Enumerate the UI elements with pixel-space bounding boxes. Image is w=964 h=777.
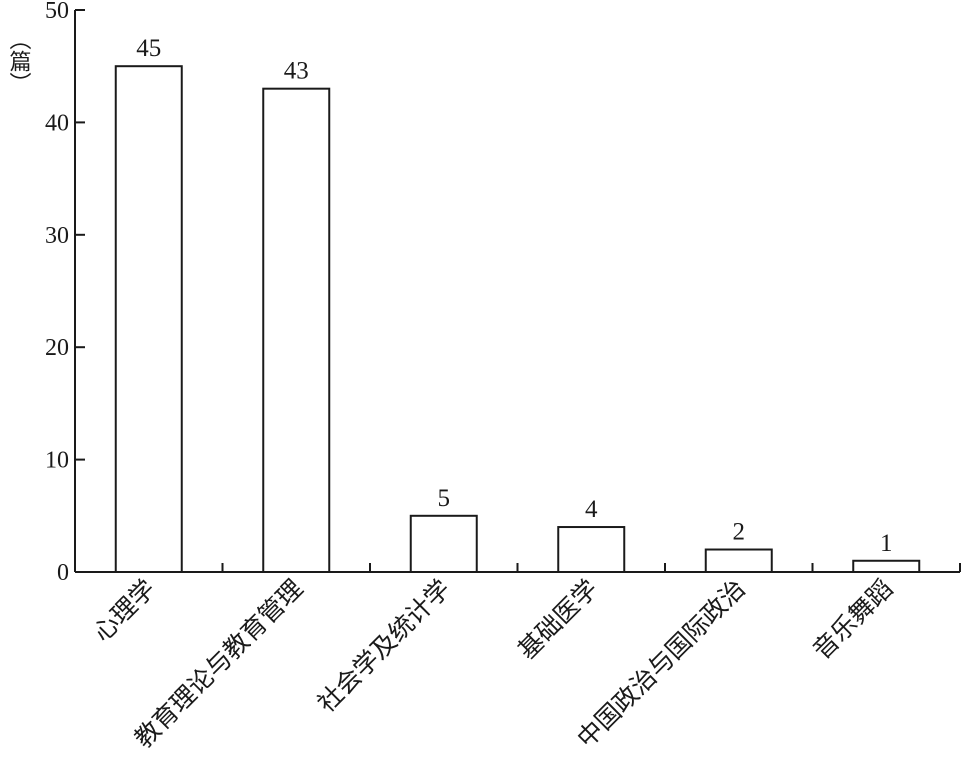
bar [114,65,183,573]
data-label: 5 [438,485,451,512]
y-tick-label: 30 [45,223,69,249]
bar [852,559,921,574]
y-tick-label: 50 [45,0,69,24]
bars [114,65,921,574]
category-label: 音乐舞蹈 [807,574,898,665]
data-label: 1 [880,530,893,557]
y-axis-unit-label: （篇） [6,28,32,94]
bar [409,514,478,573]
y-tick-label: 40 [45,110,69,136]
bar [262,87,331,574]
bar [704,548,773,574]
category-label: 教育理论与教育管理 [129,574,309,754]
y-tick-label: 0 [57,560,69,586]
data-label: 4 [585,496,598,523]
category-label: 基础医学 [512,574,603,665]
data-label: 2 [733,519,746,546]
category-label: 中国政治与国际政治 [571,574,751,754]
y-axis: 0 10 20 30 40 50 [45,0,85,586]
category-label: 心理学 [87,574,161,648]
x-axis [75,563,961,573]
data-labels: 45 43 5 4 2 1 [136,35,892,557]
category-label: 社会学及统计学 [312,574,456,718]
bar [557,526,626,573]
y-tick-label: 10 [45,448,69,474]
data-label: 45 [136,35,161,62]
y-tick-label: 20 [45,335,69,361]
data-label: 43 [284,58,309,85]
